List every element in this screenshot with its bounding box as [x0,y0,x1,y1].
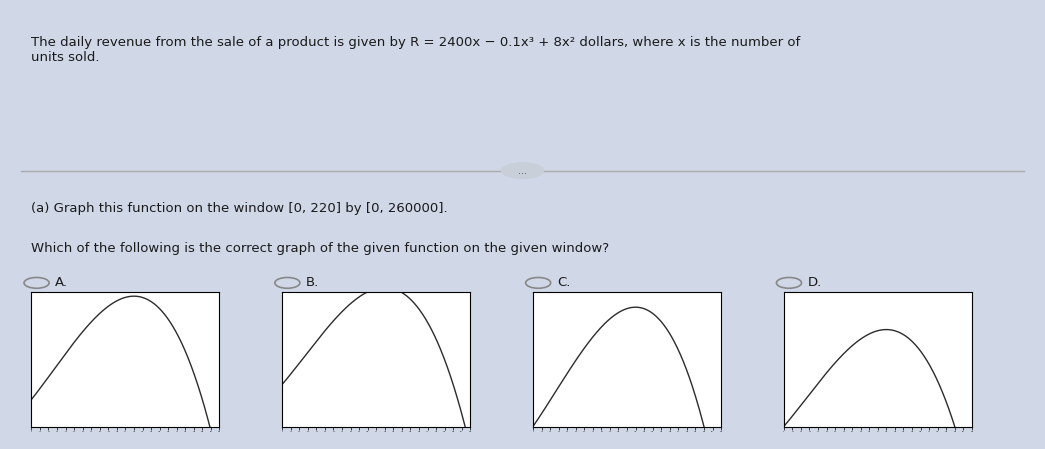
Text: (a) Graph this function on the window [0, 220] by [0, 260000].: (a) Graph this function on the window [0… [31,202,448,215]
Text: ...: ... [518,166,527,176]
Text: D.: D. [808,277,822,289]
Text: B.: B. [306,277,320,289]
Text: A.: A. [55,277,68,289]
Ellipse shape [502,163,543,179]
Text: C.: C. [557,277,571,289]
Text: Which of the following is the correct graph of the given function on the given w: Which of the following is the correct gr… [31,242,609,255]
Text: The daily revenue from the sale of a product is given by R = 2400x − 0.1x³ + 8x²: The daily revenue from the sale of a pro… [31,36,800,64]
